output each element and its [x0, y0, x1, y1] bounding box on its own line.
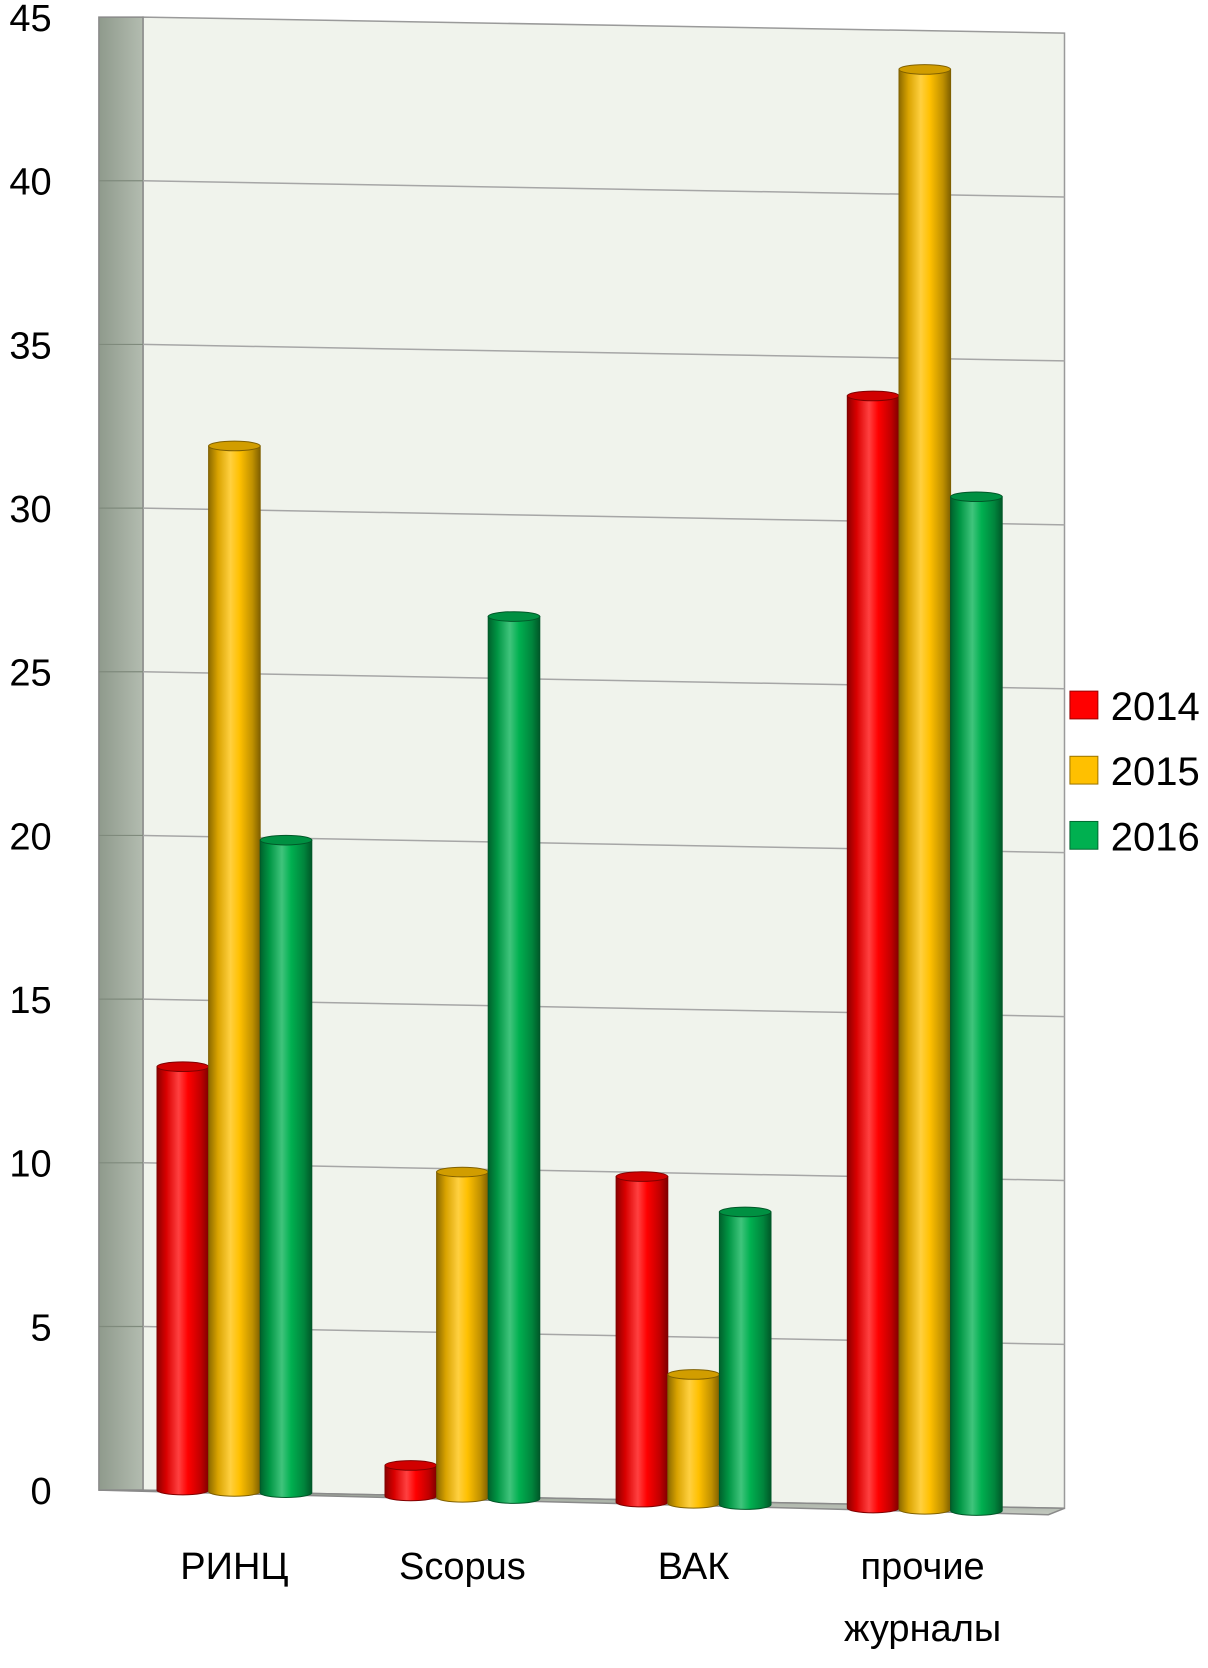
bar-body — [667, 1374, 720, 1509]
legend-swatch-2016 — [1069, 820, 1099, 850]
bar-cap — [667, 1369, 720, 1380]
bar-cap — [898, 64, 952, 75]
bar-cap — [615, 1171, 669, 1182]
y-tick-label: 15 — [9, 980, 51, 1022]
y-tick-label: 5 — [30, 1307, 51, 1349]
bar-2015-3 — [898, 64, 952, 1515]
x-axis: РИНЦ Scopus ВАК прочие журналы — [180, 1546, 1001, 1650]
bar-body — [487, 616, 541, 1504]
bar-cap — [208, 440, 261, 452]
bar-2016-0 — [259, 834, 313, 1498]
y-tick-label: 25 — [9, 653, 51, 695]
bar-cap — [259, 834, 313, 846]
y-tick-label: 35 — [9, 325, 51, 367]
x-tick-label: ВАК — [658, 1546, 730, 1588]
bar-body — [156, 1066, 210, 1496]
y-tick-label: 40 — [9, 162, 51, 204]
legend-label: 2015 — [1111, 750, 1200, 794]
legend-label: 2016 — [1111, 815, 1200, 859]
y-tick-label: 20 — [9, 816, 51, 858]
bar-cap — [156, 1061, 210, 1073]
y-tick-label: 45 — [9, 0, 51, 40]
bar-2016-3 — [950, 491, 1003, 1516]
bar-2016-2 — [718, 1206, 772, 1510]
bar-cap — [384, 1460, 438, 1471]
y-tick-label: 0 — [30, 1471, 51, 1513]
bars — [156, 64, 1003, 1516]
bar-2014-3 — [846, 390, 900, 1514]
bar-cap — [487, 611, 541, 622]
bar-2014-1 — [384, 1460, 438, 1502]
bar-2016-1 — [487, 611, 541, 1504]
x-tick-label: Scopus — [399, 1546, 526, 1588]
y-axis: 0 5 10 15 20 25 30 35 40 45 — [9, 0, 51, 1513]
bar-body — [898, 68, 952, 1515]
bar-2015-0 — [208, 440, 261, 1497]
y-tick-label: 30 — [9, 489, 51, 531]
bar-2014-0 — [156, 1061, 210, 1496]
bar-cap — [950, 491, 1003, 503]
legend-label: 2014 — [1111, 685, 1200, 729]
legend-swatch-2015 — [1069, 755, 1099, 785]
legend-swatch-2014 — [1069, 690, 1099, 720]
bar-body — [259, 839, 313, 1498]
legend: 2014 2015 2016 — [1069, 685, 1200, 859]
bar-cap — [846, 390, 900, 402]
bar-cap — [718, 1206, 772, 1218]
bar-body — [436, 1171, 489, 1503]
bar-body — [950, 496, 1003, 1516]
side-wall — [98, 16, 144, 1491]
bar-body — [718, 1211, 772, 1510]
x-tick-label: РИНЦ — [180, 1546, 288, 1588]
bar-2014-2 — [615, 1171, 669, 1508]
x-tick-label: прочие — [861, 1546, 985, 1588]
chart-walls — [98, 16, 1066, 1516]
y-tick-label: 10 — [9, 1144, 51, 1186]
bar-body — [384, 1465, 438, 1502]
bar-body — [615, 1176, 669, 1508]
bar-2015-2 — [667, 1369, 720, 1509]
x-tick-label: журналы — [844, 1608, 1001, 1650]
bar-body — [208, 445, 261, 1497]
bar-cap — [436, 1166, 489, 1178]
bar-body — [846, 395, 900, 1514]
bar-2015-1 — [436, 1166, 489, 1503]
